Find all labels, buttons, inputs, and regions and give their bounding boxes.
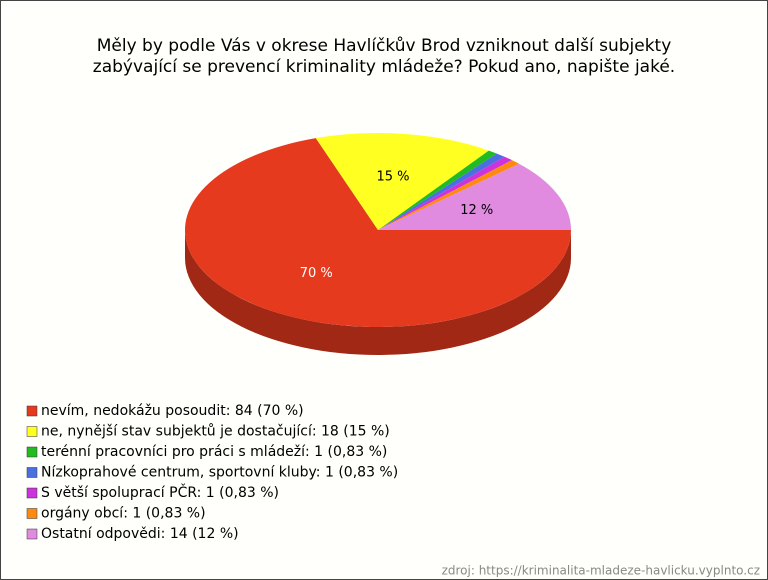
pie-slice: [378, 153, 505, 230]
pie-slice: [378, 160, 520, 230]
slice-label: 15 %: [376, 170, 409, 185]
pie-slice: [378, 150, 497, 230]
legend-swatch: [26, 487, 38, 499]
slice-label: 70 %: [300, 266, 333, 281]
pie-slice: [185, 138, 572, 327]
chart-title: zabývající se prevencí kriminality mláde…: [93, 57, 675, 77]
legend-label: S větší spoluprací PČR: 1 (0,83 %): [41, 483, 279, 501]
legend-label: Nízkoprahové centrum, sportovní kluby: 1…: [41, 465, 398, 481]
legend-swatch: [26, 528, 38, 540]
legend-label: orgány obcí: 1 (0,83 %): [41, 506, 206, 522]
legend-swatch: [26, 446, 38, 458]
chart-title: Měly by podle Vás v okrese Havlíčkův Bro…: [97, 36, 672, 56]
pie-slice: [315, 132, 489, 230]
legend-label: nevím, nedokážu posoudit: 84 (70 %): [41, 403, 304, 419]
legend-swatch: [26, 426, 38, 437]
legend-swatch: [26, 467, 38, 478]
pie-slice: [378, 163, 571, 230]
source: zdroj: https://kriminalita-mladeze-havli…: [442, 564, 760, 578]
legend-swatch: [26, 508, 38, 519]
legend-label: Ostatní odpovědi: 14 (12 %): [41, 526, 239, 542]
pie-slice: [378, 156, 512, 230]
slice-label: 12 %: [460, 203, 493, 218]
legend-label: ne, nynější stav subjektů je dostačující…: [41, 424, 390, 440]
pie-side: [185, 230, 571, 355]
legend-label: terénní pracovníci pro práci s mládeží: …: [41, 444, 387, 460]
legend-swatch: [26, 405, 38, 417]
